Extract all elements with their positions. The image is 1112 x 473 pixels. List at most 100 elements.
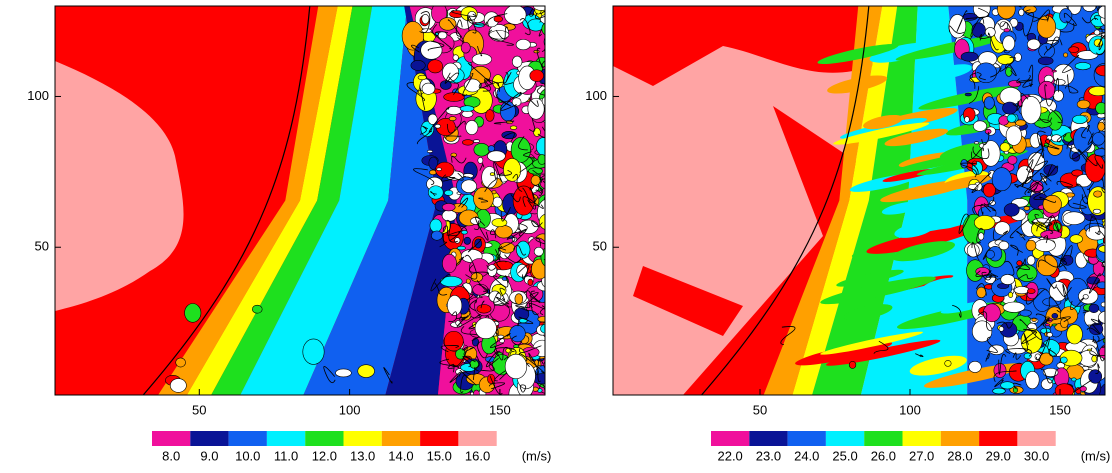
contour-cell xyxy=(1026,255,1036,266)
contour-line xyxy=(998,353,1007,375)
contour-line xyxy=(1027,148,1043,173)
colorbar-box xyxy=(749,431,788,446)
contour-line xyxy=(515,305,531,312)
contour-line xyxy=(1023,333,1029,352)
contour-line xyxy=(1040,368,1057,384)
contour-cell xyxy=(1043,164,1058,176)
contour-line xyxy=(517,316,534,327)
contour-cell xyxy=(526,285,544,303)
contour-cell xyxy=(551,79,557,86)
contour-line xyxy=(1048,296,1062,313)
colorbar-label: 28.0 xyxy=(947,448,972,463)
contour-line xyxy=(982,250,988,260)
colorbar-box xyxy=(825,431,865,446)
contour-cell xyxy=(895,34,1009,61)
contour-line xyxy=(986,336,998,353)
contour-cell xyxy=(998,240,1010,251)
contour-line xyxy=(1095,6,1099,10)
contour-line xyxy=(419,11,431,34)
contour-line xyxy=(1037,130,1046,146)
contour-cell xyxy=(973,215,996,231)
contour-cell xyxy=(540,323,545,334)
contour-cell xyxy=(489,172,495,176)
contour-line xyxy=(475,216,489,241)
contour-line xyxy=(416,128,433,145)
contour-cell xyxy=(1059,8,1073,24)
contour-cell xyxy=(465,278,471,284)
contour-cell xyxy=(998,326,1005,332)
colorbar-label: 13.0 xyxy=(350,448,375,463)
contour-line xyxy=(476,280,488,292)
contour-line xyxy=(968,85,980,104)
contour-cell xyxy=(820,276,936,305)
contour-cell xyxy=(1003,203,1020,217)
contour-line xyxy=(971,172,992,194)
contour-line xyxy=(504,254,522,264)
contour-cell xyxy=(439,17,457,31)
contour-cell xyxy=(1000,274,1015,285)
contour-cell xyxy=(477,157,484,164)
contour-region xyxy=(633,266,743,336)
contour-line xyxy=(1045,36,1063,51)
contour-line xyxy=(996,321,1013,329)
contour-cell xyxy=(1069,234,1083,244)
contour-line xyxy=(434,31,452,50)
contour-cell xyxy=(461,230,468,235)
contour-cell xyxy=(1062,211,1086,225)
contour-cell xyxy=(1002,101,1018,115)
contour-cell xyxy=(549,28,558,40)
contour-cell xyxy=(1097,6,1105,19)
contour-line xyxy=(985,270,999,278)
contour-line xyxy=(1059,258,1066,263)
contour-line xyxy=(463,346,475,359)
contour-line xyxy=(1004,63,1017,77)
contour-line xyxy=(1035,316,1050,330)
contour-cell xyxy=(428,156,439,170)
contour-line xyxy=(1062,54,1080,74)
contour-line xyxy=(976,71,986,81)
contour-cell xyxy=(891,241,955,262)
contour-line xyxy=(1039,172,1052,186)
contour-cell xyxy=(982,303,1001,323)
contour-cell xyxy=(827,75,888,94)
contour-cell xyxy=(1104,316,1105,319)
contour-cell xyxy=(547,255,557,264)
contour-cell xyxy=(1020,96,1042,125)
contour-line xyxy=(1095,34,1105,56)
contour-line xyxy=(473,220,486,231)
contour-cell xyxy=(493,15,503,23)
contour-line xyxy=(1044,138,1060,150)
contour-line xyxy=(445,135,462,139)
contour-line xyxy=(537,359,544,383)
contour-line xyxy=(999,56,1016,72)
contour-line xyxy=(511,335,523,346)
contour-cell xyxy=(487,145,495,152)
contour-cell xyxy=(441,203,456,212)
contour-cell xyxy=(547,385,562,394)
contour-line xyxy=(993,370,1017,383)
contour-cell xyxy=(515,39,531,51)
contour-cell xyxy=(456,245,466,251)
contour-cell xyxy=(518,318,528,324)
contour-line xyxy=(529,8,535,17)
contour-cell xyxy=(1106,9,1112,25)
contour-cell xyxy=(989,200,996,206)
contour-line xyxy=(1087,318,1101,326)
contour-cell xyxy=(1088,303,1100,313)
contour-line xyxy=(468,315,481,330)
contour-line xyxy=(474,355,480,372)
contour-line xyxy=(972,146,990,160)
contour-line xyxy=(1014,184,1033,191)
contour-line xyxy=(523,290,539,316)
contour-cell xyxy=(447,295,463,316)
colorbar-box xyxy=(266,431,306,446)
contour-cell xyxy=(516,240,531,259)
contour-cell xyxy=(435,161,455,178)
contour-cell xyxy=(544,82,545,87)
contour-line xyxy=(543,258,545,260)
contour-cell xyxy=(462,139,474,146)
contour-cell xyxy=(997,54,1014,65)
contour-line xyxy=(451,155,467,164)
contour-cell xyxy=(497,334,505,339)
contour-cell xyxy=(546,360,561,374)
